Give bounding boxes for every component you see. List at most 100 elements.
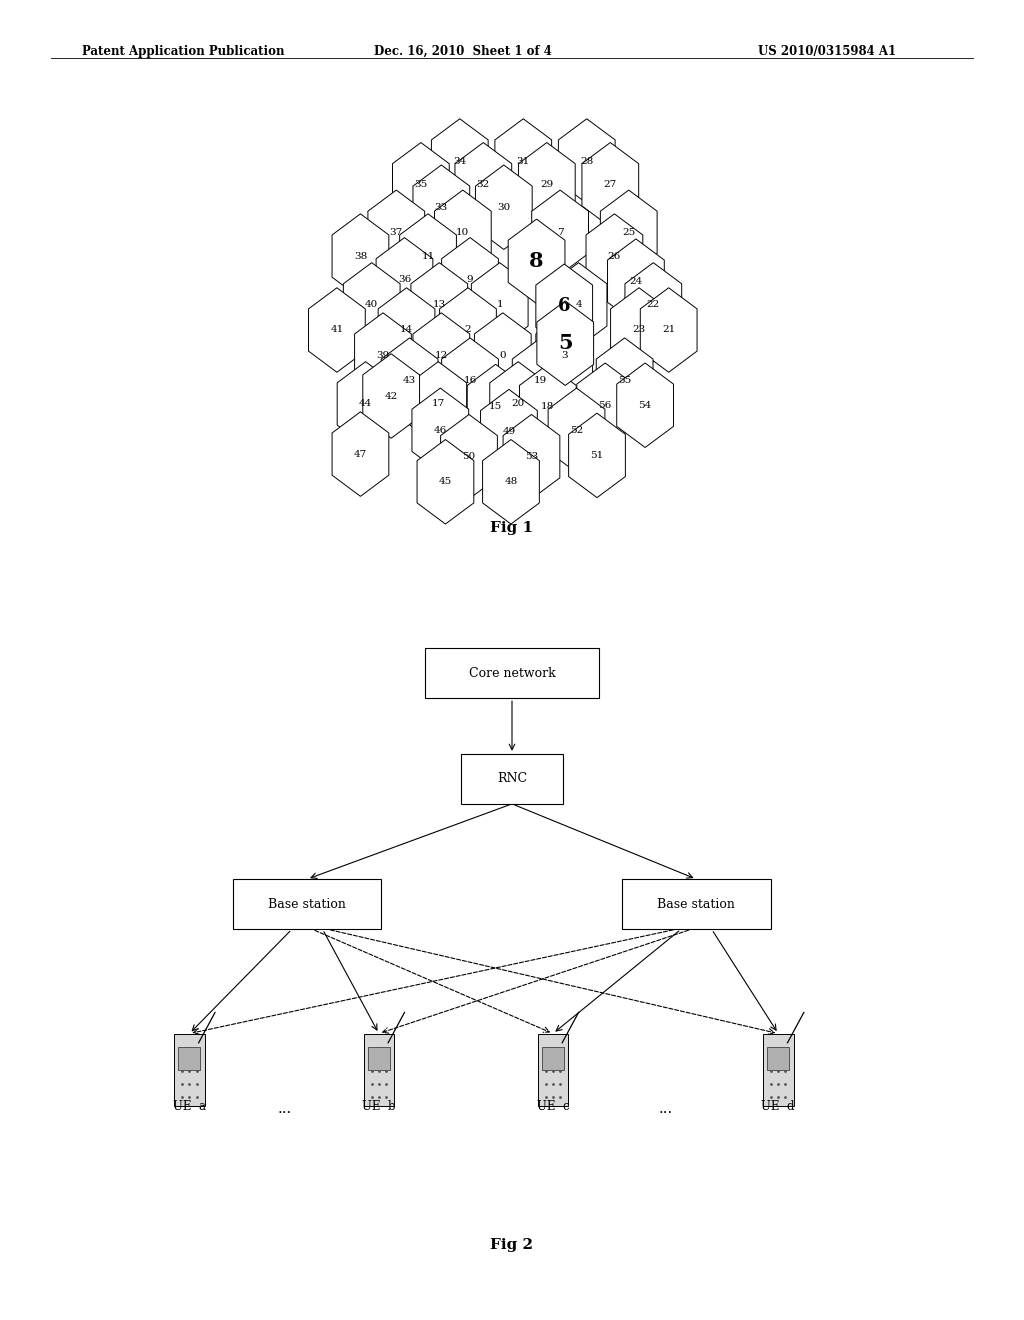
Text: 53: 53 [525, 453, 538, 461]
Text: UE  a: UE a [173, 1100, 206, 1113]
Text: 23: 23 [633, 326, 645, 334]
Polygon shape [417, 440, 474, 524]
Text: 12: 12 [435, 351, 447, 359]
Text: 40: 40 [366, 301, 378, 309]
Polygon shape [411, 263, 468, 347]
Polygon shape [596, 338, 653, 422]
Text: 44: 44 [359, 400, 372, 408]
Polygon shape [489, 362, 547, 446]
Text: Patent Application Publication: Patent Application Publication [82, 45, 285, 58]
Bar [538, 1034, 568, 1106]
Text: 33: 33 [435, 203, 447, 211]
Text: 0: 0 [500, 351, 506, 359]
Text: UE  d: UE d [762, 1100, 795, 1113]
Text: 18: 18 [542, 403, 554, 411]
Text: Fig 1: Fig 1 [490, 521, 534, 535]
Text: ...: ... [658, 1102, 673, 1115]
Text: UE  c: UE c [537, 1100, 569, 1113]
Bar [623, 879, 771, 929]
Text: UE  b: UE b [362, 1100, 395, 1113]
Polygon shape [512, 338, 569, 422]
Text: ...: ... [278, 1102, 292, 1115]
Polygon shape [610, 288, 668, 372]
Text: 15: 15 [489, 403, 502, 411]
Bar [542, 1047, 564, 1069]
Text: Base station: Base station [657, 898, 735, 911]
Polygon shape [550, 263, 607, 347]
Text: 2: 2 [465, 326, 471, 334]
Polygon shape [586, 214, 643, 298]
Bar [763, 1034, 794, 1106]
Bar [461, 754, 563, 804]
Text: 55: 55 [618, 376, 631, 384]
Bar [232, 879, 381, 929]
Text: 54: 54 [639, 401, 651, 409]
Polygon shape [600, 190, 657, 275]
Text: 51: 51 [591, 451, 603, 459]
Text: 9: 9 [467, 276, 473, 284]
Text: 42: 42 [385, 392, 397, 400]
Polygon shape [434, 190, 492, 275]
Text: Fig 2: Fig 2 [490, 1238, 534, 1251]
Text: US 2010/0315984 A1: US 2010/0315984 A1 [758, 45, 896, 58]
Text: 36: 36 [398, 276, 411, 284]
Text: 35: 35 [415, 181, 427, 189]
Polygon shape [495, 119, 552, 203]
Text: Core network: Core network [469, 667, 555, 680]
Polygon shape [431, 119, 488, 203]
Text: 13: 13 [433, 301, 445, 309]
Polygon shape [467, 364, 524, 449]
Text: 4: 4 [575, 301, 582, 309]
Polygon shape [440, 414, 498, 499]
Text: 31: 31 [517, 157, 529, 165]
Text: 37: 37 [390, 228, 402, 236]
Polygon shape [439, 288, 497, 372]
Text: 3: 3 [561, 351, 567, 359]
Bar [425, 648, 599, 698]
Polygon shape [640, 288, 697, 372]
Polygon shape [413, 313, 470, 397]
Polygon shape [410, 362, 467, 446]
Polygon shape [537, 301, 594, 385]
Polygon shape [518, 143, 575, 227]
Text: 24: 24 [630, 277, 642, 285]
Polygon shape [413, 165, 470, 249]
Text: 32: 32 [477, 181, 489, 189]
Polygon shape [412, 388, 469, 473]
Polygon shape [441, 338, 499, 422]
Text: RNC: RNC [497, 772, 527, 785]
Polygon shape [354, 313, 412, 397]
Text: 41: 41 [331, 326, 343, 334]
Polygon shape [558, 119, 615, 203]
Polygon shape [536, 313, 593, 397]
Text: 7: 7 [557, 228, 563, 236]
Polygon shape [376, 238, 433, 322]
Text: 48: 48 [505, 478, 517, 486]
Polygon shape [332, 214, 389, 298]
Polygon shape [616, 363, 674, 447]
Polygon shape [625, 263, 682, 347]
Text: 38: 38 [354, 252, 367, 260]
Text: 6: 6 [558, 297, 570, 315]
Polygon shape [392, 143, 450, 227]
Polygon shape [378, 288, 435, 372]
Polygon shape [399, 214, 457, 298]
Text: 21: 21 [663, 326, 675, 334]
Polygon shape [471, 263, 528, 347]
Text: 14: 14 [400, 326, 413, 334]
Text: 17: 17 [432, 400, 444, 408]
Polygon shape [474, 313, 531, 397]
Polygon shape [482, 440, 540, 524]
Text: 11: 11 [422, 252, 434, 260]
Bar [767, 1047, 790, 1069]
Polygon shape [362, 354, 420, 438]
Polygon shape [548, 388, 605, 473]
Polygon shape [568, 413, 626, 498]
Polygon shape [308, 288, 366, 372]
Polygon shape [480, 389, 538, 474]
Polygon shape [381, 338, 438, 422]
Text: 28: 28 [581, 157, 593, 165]
Polygon shape [607, 239, 665, 323]
Text: 52: 52 [570, 426, 583, 434]
Polygon shape [475, 165, 532, 249]
